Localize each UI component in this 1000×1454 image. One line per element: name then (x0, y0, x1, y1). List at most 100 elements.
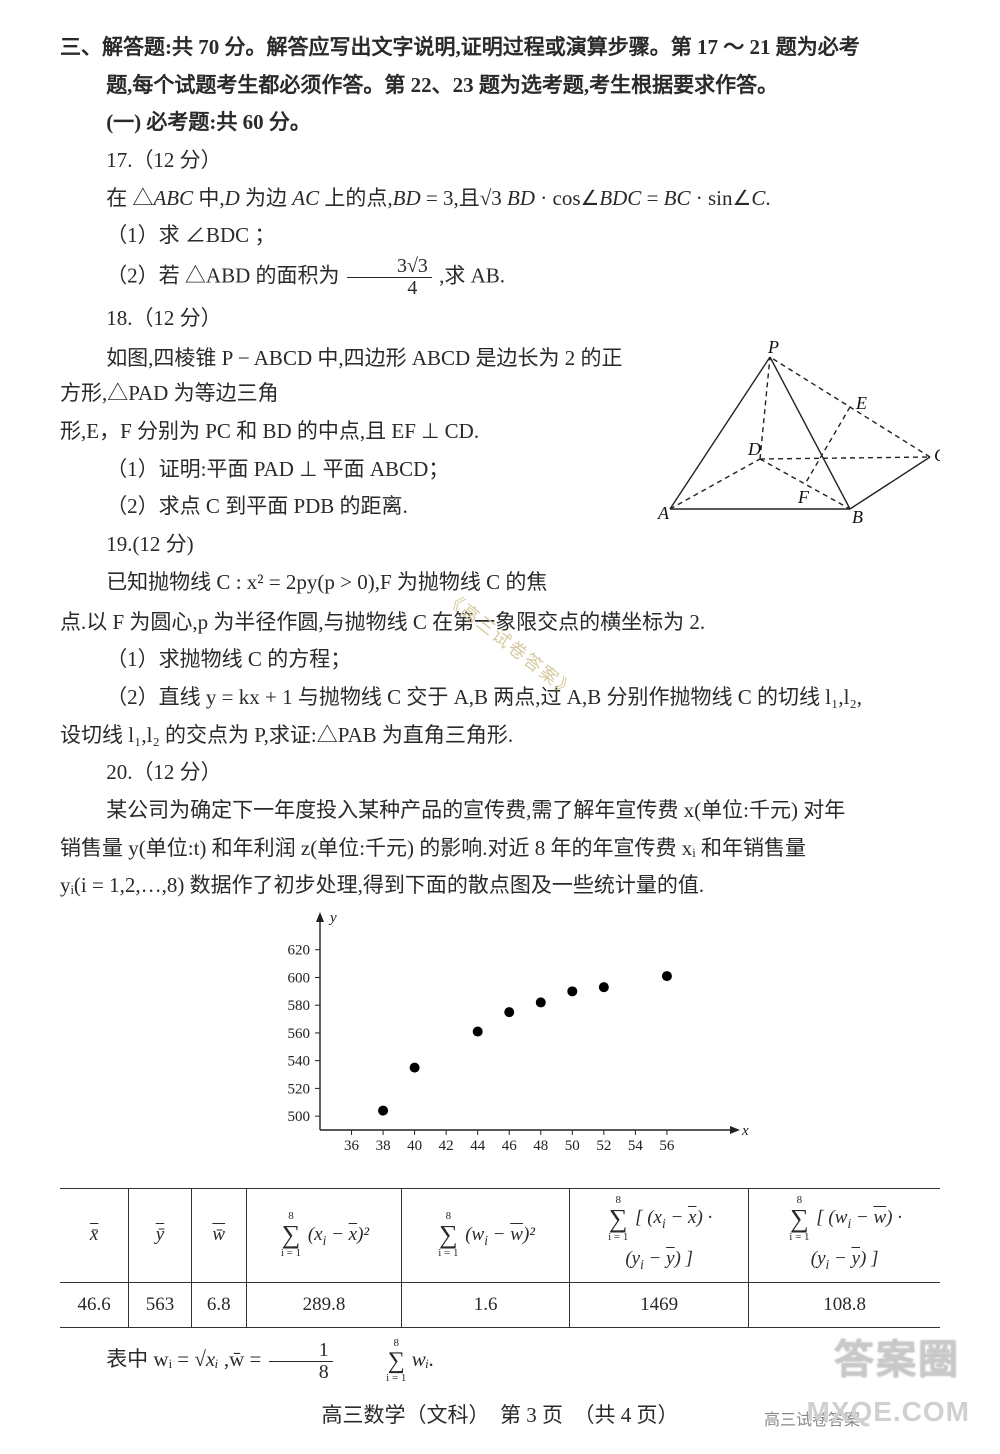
td-6: 1469 (570, 1283, 749, 1328)
td-4: 289.8 (246, 1283, 401, 1328)
s1b: i = 1 (281, 1248, 301, 1259)
table-note: 表中 wᵢ = √xᵢ ,w̄ = 18 8 ∑ i = 1 wᵢ. (60, 1338, 940, 1384)
q18-l1: 如图,四棱锥 P − ABCD 中,四边形 ABCD 是边长为 2 的正方形,△… (60, 341, 640, 412)
ns-b: i = 1 (340, 1373, 406, 1384)
svg-text:x: x (741, 1123, 749, 1139)
th-xbar: x̄ (60, 1188, 129, 1282)
q17-D: D (225, 186, 240, 210)
q18-number: 18.（12 分） (60, 301, 940, 337)
td-7: 108.8 (749, 1283, 940, 1328)
svg-text:36: 36 (344, 1138, 360, 1154)
lbl-F: F (797, 487, 810, 507)
lbl-B: B (852, 507, 863, 527)
required-title: (一) 必考题:共 60 分。 (60, 105, 940, 141)
svg-text:40: 40 (407, 1138, 422, 1154)
q17-abc: ABC (153, 186, 193, 210)
th-sww: 8∑i = 1 (wi − w)² (402, 1188, 570, 1282)
q17-p2b: ,求 AB. (439, 263, 505, 287)
th-wbar: w̄ (191, 1188, 246, 1282)
q17-part2: （2）若 △ABD 的面积为 3√34 ,求 AB. (60, 256, 940, 299)
q20-l1: 某公司为确定下一年度投入某种产品的宣传费,需了解年宣传费 x(单位:千元) 对年 (60, 793, 940, 829)
q17-frac-den: 4 (347, 278, 432, 299)
q20-l3: yᵢ(i = 1,2,…,8) 数据作了初步处理,得到下面的散点图及一些统计量的… (60, 868, 940, 904)
svg-text:560: 560 (288, 1026, 311, 1042)
h2: ȳ (156, 1224, 164, 1245)
note-wi: wᵢ. (412, 1347, 435, 1371)
svg-text:46: 46 (502, 1138, 518, 1154)
q17-t5: = 3,且 (421, 186, 480, 210)
svg-text:42: 42 (439, 1138, 454, 1154)
td-1: 46.6 (60, 1283, 129, 1328)
th-sxx: 8∑i = 1 (xi − x)² (246, 1188, 401, 1282)
q19-l1: 已知抛物线 C : x² = 2py(p > 0),F 为抛物线 C 的焦 (60, 565, 640, 601)
q17-C: C (751, 186, 765, 210)
svg-text:520: 520 (288, 1081, 311, 1097)
s3b: i = 1 (608, 1232, 628, 1243)
q18-l2: 形,E，F 分别为 PC 和 BD 的中点,且 EF ⊥ CD. (60, 414, 640, 450)
q18-block: 如图,四棱锥 P − ABCD 中,四边形 ABCD 是边长为 2 的正方形,△… (60, 339, 940, 603)
table-data-row: 46.6 563 6.8 289.8 1.6 1469 108.8 (60, 1283, 940, 1328)
q17-number: 17.（12 分） (60, 143, 940, 179)
section-header-line1: 三、解答题:共 70 分。解答应写出文字说明,证明过程或演算步骤。第 17 ～ … (60, 30, 940, 66)
q17-t3: 为边 (240, 186, 293, 210)
q18-p2: （2）求点 C 到平面 PDB 的距离. (60, 489, 640, 525)
lbl-D: D (747, 439, 761, 459)
lbl-P: P (767, 339, 779, 357)
q17-sqrt3: √3 (480, 186, 502, 210)
td-3: 6.8 (191, 1283, 246, 1328)
q17-t2: 中, (193, 186, 225, 210)
lbl-C: C (934, 445, 940, 465)
note-b: ,w̄ = (224, 1347, 267, 1371)
q17-BC: BC (664, 186, 691, 210)
q20-l2: 销售量 y(单位:t) 和年利润 z(单位:千元) 的影响.对近 8 年的年宣传… (60, 831, 940, 867)
q20-number: 20.（12 分） (60, 755, 940, 791)
svg-text:500: 500 (288, 1109, 311, 1125)
svg-text:38: 38 (376, 1138, 391, 1154)
watermark-2: MXQE.COM (806, 1388, 970, 1436)
q17-t4: 上的点, (319, 186, 393, 210)
q17-t1: 在 △ (106, 186, 153, 210)
svg-text:y: y (328, 910, 337, 926)
q17-p2a: （2）若 △ABD 的面积为 (106, 263, 339, 287)
q17-statement: 在 △ABC 中,D 为边 AC 上的点,BD = 3,且√3 BD · cos… (60, 181, 940, 217)
q17-part1: （1）求 ∠BDC ； (60, 218, 940, 254)
q19-p2: （2）直线 y = kx + 1 与抛物线 C 交于 A,B 两点,过 A,B … (60, 680, 940, 716)
svg-text:600: 600 (288, 970, 311, 986)
td-5: 1.6 (402, 1283, 570, 1328)
q17-t9: . (765, 186, 770, 210)
nf-d: 8 (269, 1362, 333, 1383)
q17-t6: · cos∠ (535, 186, 599, 210)
note-sum: 8 ∑ i = 1 (340, 1338, 406, 1384)
q17-t8: · sin∠ (691, 186, 752, 210)
q17-BD: BD (393, 186, 421, 210)
svg-text:44: 44 (470, 1138, 486, 1154)
scatter-chart: 3638404244464850525456500520540560580600… (250, 910, 750, 1182)
q19-number: 19.(12 分) (60, 527, 640, 563)
svg-text:540: 540 (288, 1054, 311, 1070)
section-header-line2: 题,每个试题考生都必须作答。第 22、23 题为选考题,考生根据要求作答。 (60, 68, 940, 104)
h3: w̄ (212, 1224, 225, 1245)
q17-AC: AC (292, 186, 319, 210)
th-sxy: 8∑i = 1 [ (xi − x) · (yi − y) ] (570, 1188, 749, 1282)
note-sqrt: √xᵢ (194, 1347, 218, 1371)
svg-text:56: 56 (659, 1138, 675, 1154)
s4b: i = 1 (789, 1232, 809, 1243)
nf-n: 1 (269, 1340, 333, 1362)
watermark-1: 答案圈 (834, 1326, 960, 1394)
q19-p3: 设切线 l₁,l₂ 的交点为 P,求证:△PAB 为直角三角形. (60, 718, 940, 754)
q18-p1: （1）证明:平面 PAD ⊥ 平面 ABCD； (60, 452, 640, 488)
th-ybar: ȳ (129, 1188, 191, 1282)
q17-frac: 3√34 (347, 256, 432, 299)
q17-BD2: BD (507, 186, 535, 210)
note-a: 表中 wᵢ = (106, 1347, 194, 1371)
q17-BDC: BDC (599, 186, 641, 210)
h1: x̄ (90, 1224, 98, 1245)
stats-table: x̄ ȳ w̄ 8∑i = 1 (xi − x)² 8∑i = 1 (wi − … (60, 1188, 940, 1329)
q17-frac-num: 3√3 (347, 256, 432, 278)
q18-text: 如图,四棱锥 P − ABCD 中,四边形 ABCD 是边长为 2 的正方形,△… (60, 339, 640, 603)
scatter-svg: 3638404244464850525456500520540560580600… (250, 910, 750, 1170)
s2b: i = 1 (438, 1248, 458, 1259)
table-header-row: x̄ ȳ w̄ 8∑i = 1 (xi − x)² 8∑i = 1 (wi − … (60, 1188, 940, 1282)
svg-text:54: 54 (628, 1138, 644, 1154)
td-2: 563 (129, 1283, 191, 1328)
